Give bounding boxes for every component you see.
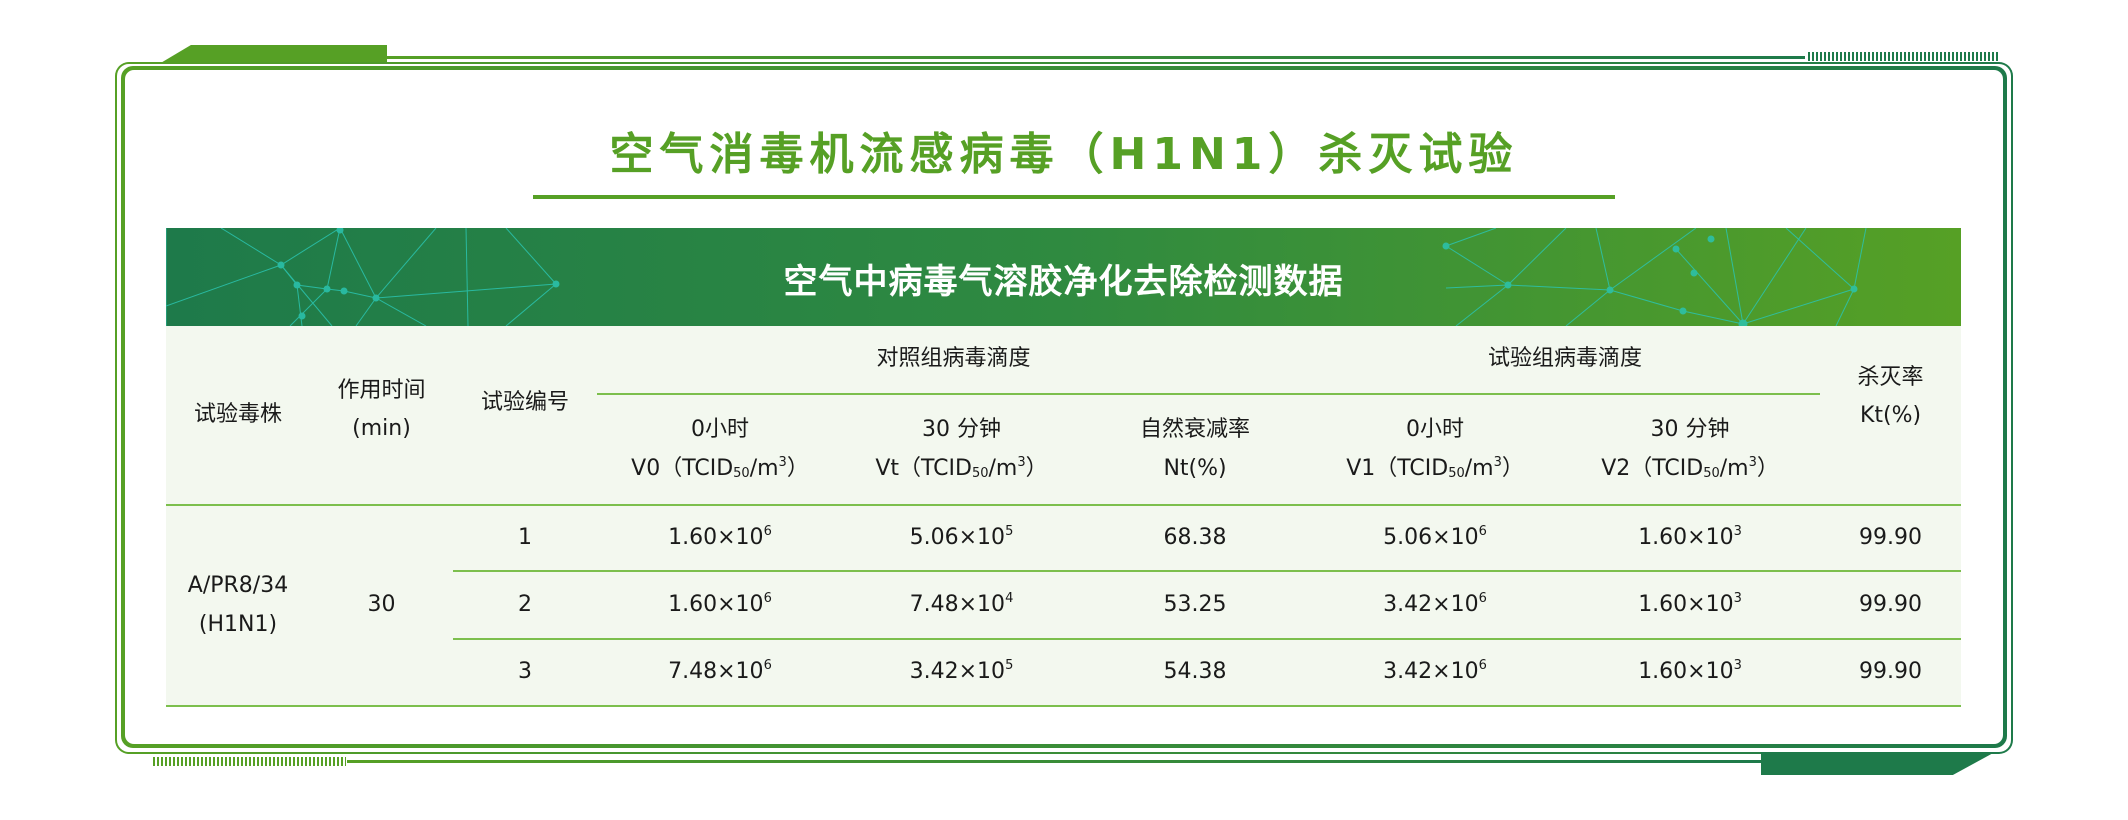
nt-cell: 54.38 <box>1080 639 1311 707</box>
header-kill-rate-label: 杀灭率 <box>1857 364 1924 390</box>
v0-cell: 1.60×106 <box>597 571 843 640</box>
time-cell: 30 <box>310 505 453 707</box>
v0-cell: 7.48×106 <box>597 639 843 707</box>
header-time-label: 作用时间 <box>337 377 426 403</box>
top-line <box>387 56 1805 59</box>
vt-cell: 3.42×105 <box>843 639 1080 707</box>
v2-cell: 1.60×103 <box>1560 505 1821 572</box>
header-control-group: 对照组病毒滴度 <box>597 326 1311 395</box>
vt-cell: 5.06×105 <box>843 505 1080 572</box>
title-underline <box>533 195 1615 199</box>
header-time-unit: (min) <box>352 416 411 441</box>
header-test-group: 试验组病毒滴度 <box>1310 326 1821 395</box>
header-trial-no: 试验编号 <box>453 326 597 506</box>
banner-title: 空气中病毒气溶胶净化去除检测数据 <box>783 262 1344 302</box>
header-v2: 30 分钟 V2（TCID50/m3） <box>1560 394 1821 506</box>
nt-cell: 53.25 <box>1080 571 1311 640</box>
header-kill-rate-unit: Kt(%) <box>1859 403 1922 428</box>
trial-no-cell: 3 <box>453 639 597 707</box>
trial-no-cell: 2 <box>453 571 597 640</box>
nt-cell: 68.38 <box>1080 505 1311 572</box>
header-time: 作用时间 (min) <box>310 326 453 506</box>
section-banner: 空气中病毒气溶胶净化去除检测数据 <box>166 228 1961 326</box>
header-v1: 0小时 V1（TCID50/m3） <box>1310 394 1561 506</box>
bottom-tab <box>1761 752 1995 775</box>
header-row-2: 0小时 V0（TCID50/m3） 30 分钟 Vt（TCID50/m3） 自然衰减… <box>166 394 1961 506</box>
v2-cell: 1.60×103 <box>1560 639 1821 707</box>
v1-cell: 3.42×106 <box>1310 571 1561 640</box>
header-vt: 30 分钟 Vt（TCID50/m3） <box>843 394 1080 506</box>
header-strain: 试验毒株 <box>166 326 310 506</box>
table-row: 3 7.48×106 3.42×105 54.38 3.42×106 1.60×103 99… <box>166 639 1962 707</box>
table-row: A/PR8/34 (H1N1) 30 1 1.60×106 5.06×105 68.38 5.… <box>166 505 1962 707</box>
v1-cell: 3.42×106 <box>1310 639 1561 707</box>
page-title: 空气消毒机流感病毒（H1N1）杀灭试验 <box>609 129 1519 180</box>
kt-cell: 99.90 <box>1820 639 1962 707</box>
kt-cell: 99.90 <box>1820 571 1962 640</box>
vt-cell: 7.48×104 <box>843 571 1080 640</box>
header-row-1: 试验毒株 作用时间 (min) 试验编号 对照组病毒滴度 试验组病毒滴度 杀灭率 K… <box>166 326 1962 506</box>
top-stripes <box>1808 52 1998 61</box>
network-pattern-icon <box>166 228 1867 326</box>
results-table: 试验毒株 作用时间 (min) 试验编号 对照组病毒滴度 试验组病毒滴度 杀灭率 K… <box>166 326 1962 707</box>
v1-cell: 5.06×106 <box>1310 505 1561 572</box>
bottom-stripes <box>153 757 346 766</box>
header-nt: 自然衰减率 Nt(%) <box>1080 394 1311 506</box>
bottom-line <box>347 760 1761 763</box>
top-tab <box>159 45 387 64</box>
header-v0: 0小时 V0（TCID50/m3） <box>597 394 843 506</box>
header-kill-rate: 杀灭率 Kt(%) <box>1820 326 1962 506</box>
table-row: 2 1.60×106 7.48×104 53.25 3.42×106 1.60×103 99… <box>166 571 1962 640</box>
kt-cell: 99.90 <box>1820 505 1962 572</box>
strain-cell: A/PR8/34 (H1N1) <box>166 505 310 707</box>
v0-cell: 1.60×106 <box>597 505 843 572</box>
trial-no-cell: 1 <box>453 505 597 572</box>
v2-cell: 1.60×103 <box>1560 571 1821 640</box>
